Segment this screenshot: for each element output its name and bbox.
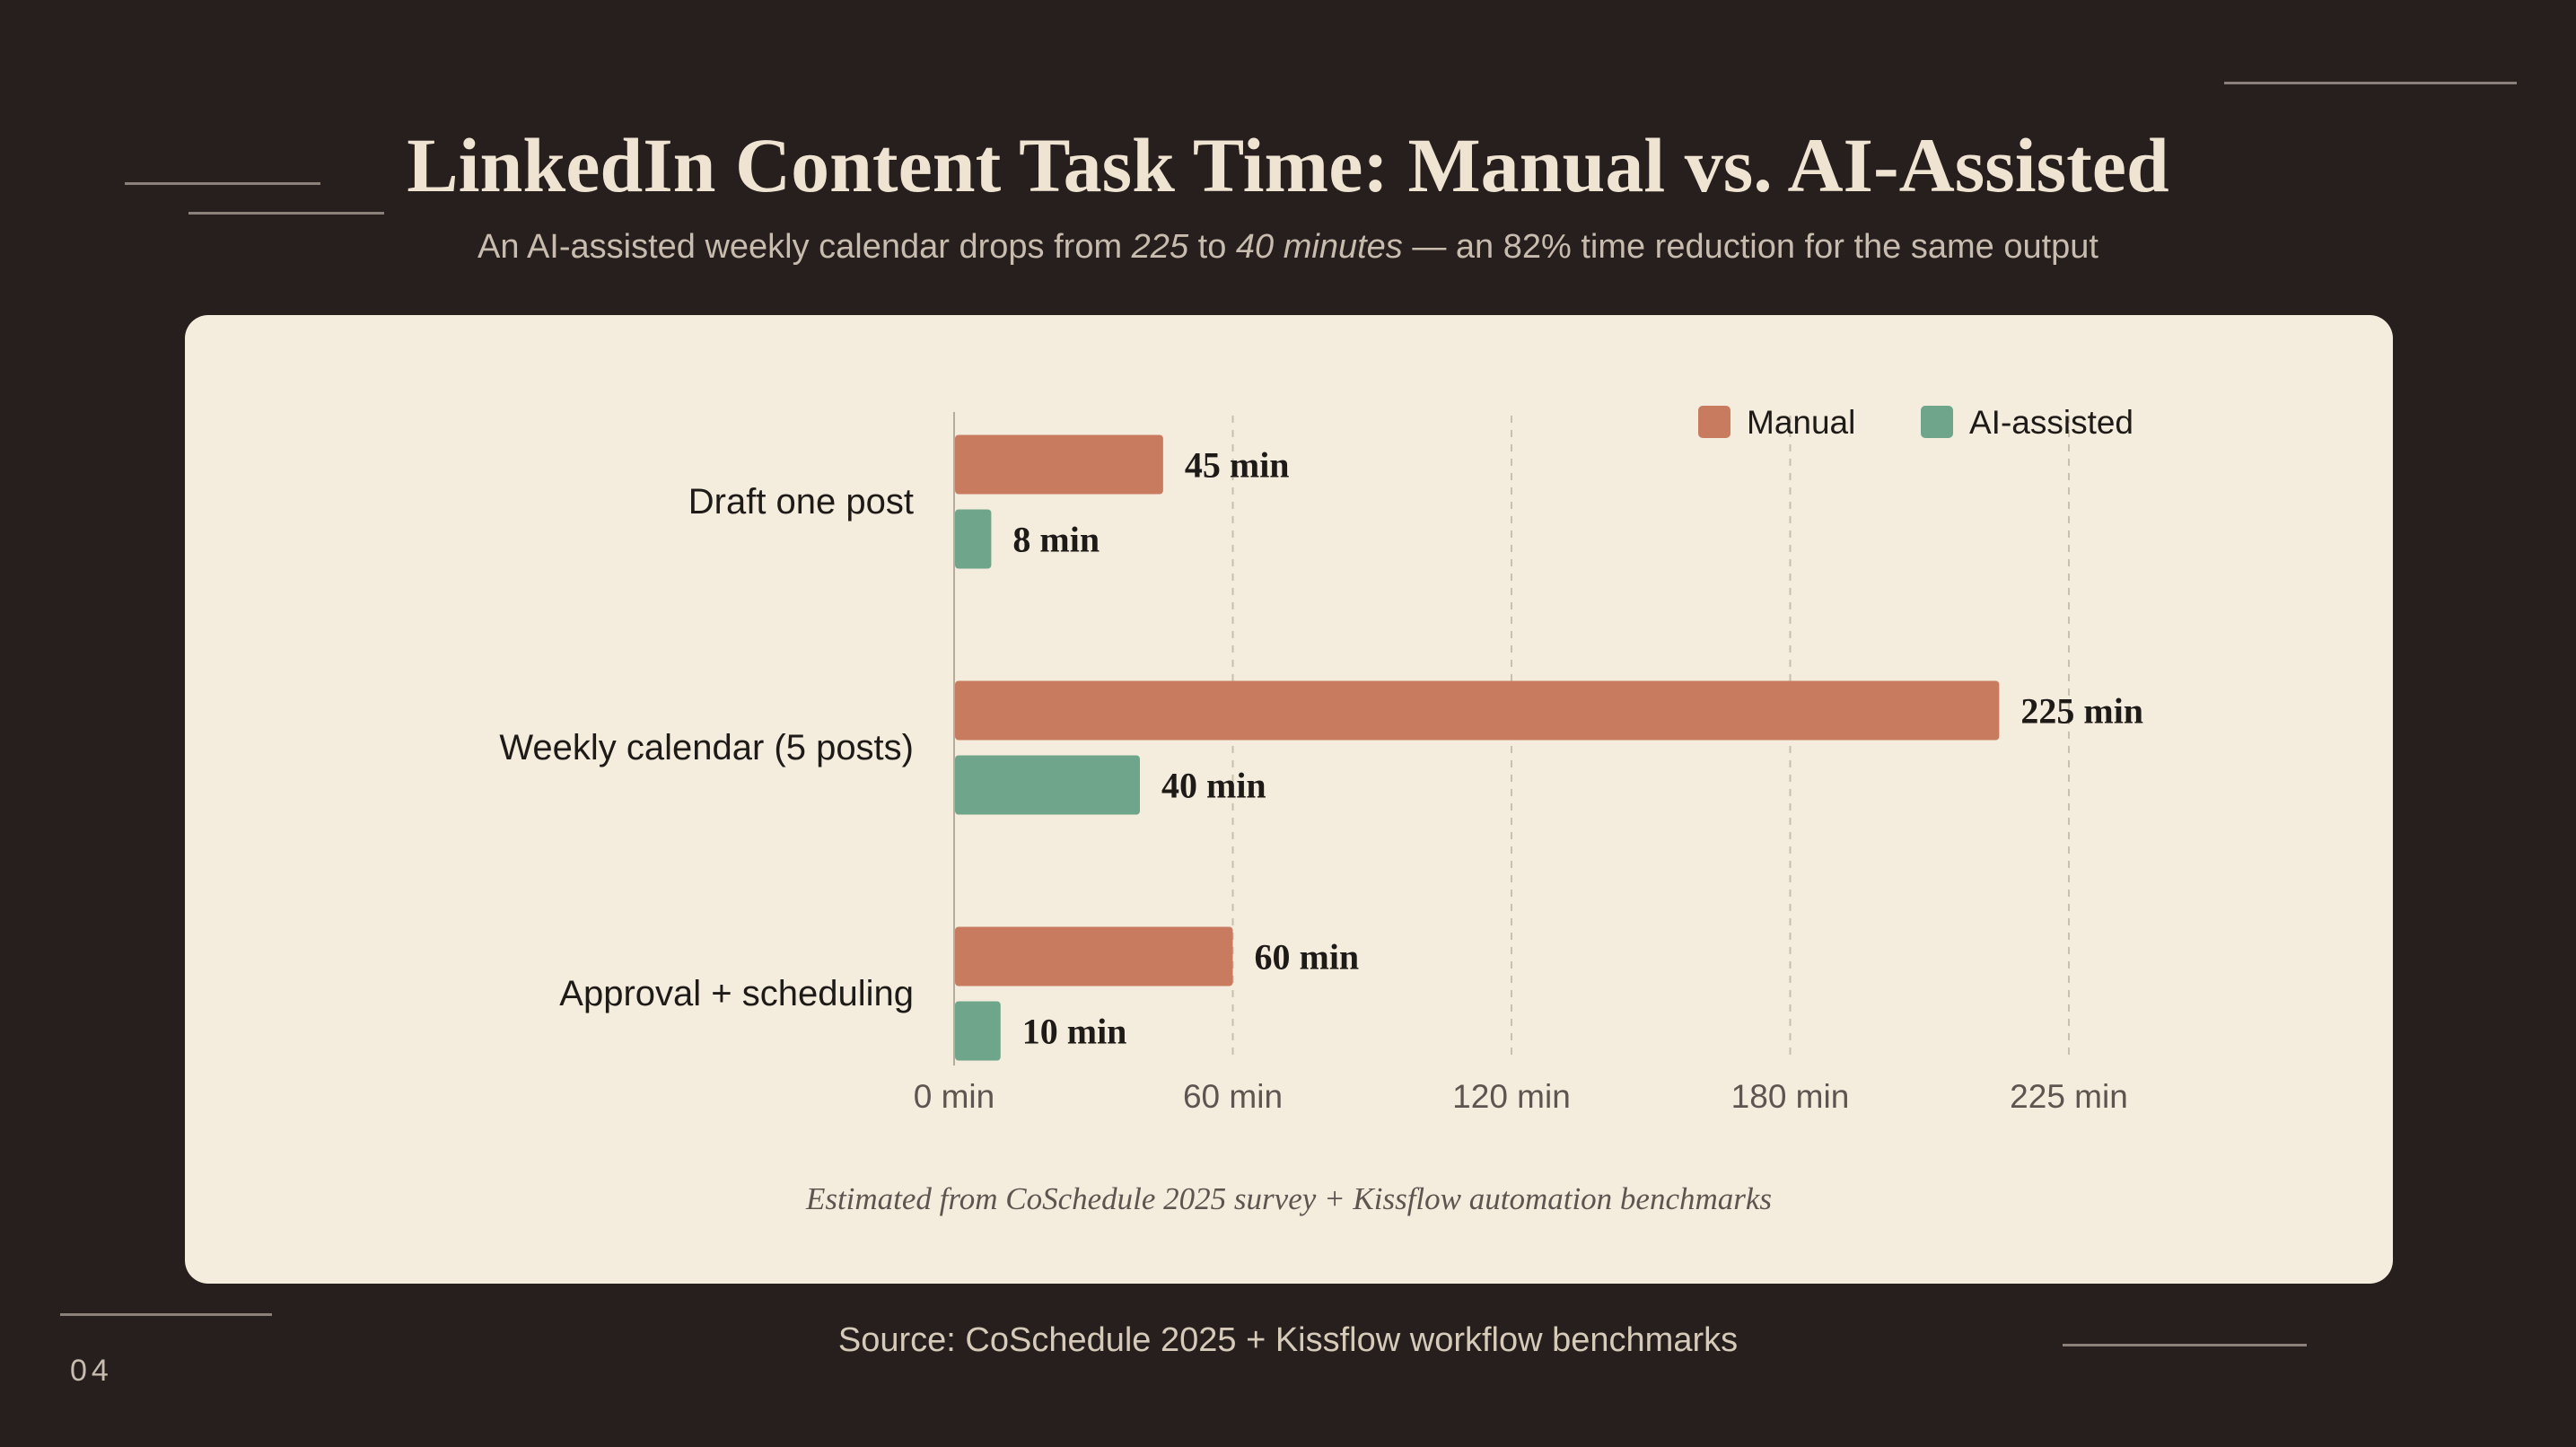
category-label: Draft one post xyxy=(688,482,914,522)
decorative-line-top-left-2 xyxy=(188,212,384,215)
x-tick-label: 0 min xyxy=(914,1078,994,1115)
subtitle-text-3: — an 82% time reduction for the same out… xyxy=(1402,228,2098,266)
chart-note: Estimated from CoSchedule 2025 survey + … xyxy=(805,1181,1773,1216)
subtitle-value-2: 40 minutes xyxy=(1235,228,1403,266)
bar-manual xyxy=(955,680,2000,741)
legend-label: AI-assisted xyxy=(1969,404,2134,441)
bar-ai-assisted xyxy=(955,509,992,569)
legend-swatch-manual xyxy=(1698,406,1730,438)
category-label: Approval + scheduling xyxy=(559,974,914,1013)
data-label: 8 min xyxy=(1012,520,1100,560)
data-label: 60 min xyxy=(1255,937,1360,978)
data-label: 10 min xyxy=(1022,1012,1127,1052)
decorative-line-top-right xyxy=(2224,82,2517,84)
x-tick-label: 225 min xyxy=(2010,1078,2128,1115)
source-citation: Source: CoSchedule 2025 + Kissflow workf… xyxy=(837,1321,1739,1359)
decorative-line-top-left-1 xyxy=(125,182,320,185)
chart-panel: 0 min 60 min 120 min 180 min 225 min Draft on… xyxy=(185,315,2393,1284)
bar-manual xyxy=(955,434,1163,495)
decorative-line-bottom-right xyxy=(2063,1344,2307,1346)
decorative-line-bottom-left xyxy=(60,1313,272,1316)
slide-title: LinkedIn Content Task Time: Manual vs. A… xyxy=(407,122,2169,208)
subtitle-value-1: 225 xyxy=(1131,228,1189,266)
legend-label: Manual xyxy=(1747,404,1855,441)
subtitle-text-2: to xyxy=(1188,228,1236,266)
x-tick-label: 120 min xyxy=(1452,1078,1571,1115)
data-label: 225 min xyxy=(2020,691,2143,732)
legend-swatch-ai-assisted xyxy=(1921,406,1953,438)
page-number: 04 xyxy=(70,1354,113,1388)
slide-subtitle: An AI-assisted weekly calendar drops fro… xyxy=(0,224,2576,269)
data-label: 40 min xyxy=(1161,766,1266,806)
subtitle-text-1: An AI-assisted weekly calendar drops fro… xyxy=(478,228,1132,266)
bar-chart: 0 min 60 min 120 min 180 min 225 min Draft on… xyxy=(499,404,2143,1115)
data-label: 45 min xyxy=(1185,445,1290,486)
category-label: Weekly calendar (5 posts) xyxy=(499,728,914,767)
bar-manual xyxy=(955,926,1233,987)
bar-ai-assisted xyxy=(955,755,1140,815)
x-tick-label: 180 min xyxy=(1731,1078,1850,1115)
x-tick-label: 60 min xyxy=(1183,1078,1283,1115)
bar-ai-assisted xyxy=(955,1001,1001,1061)
